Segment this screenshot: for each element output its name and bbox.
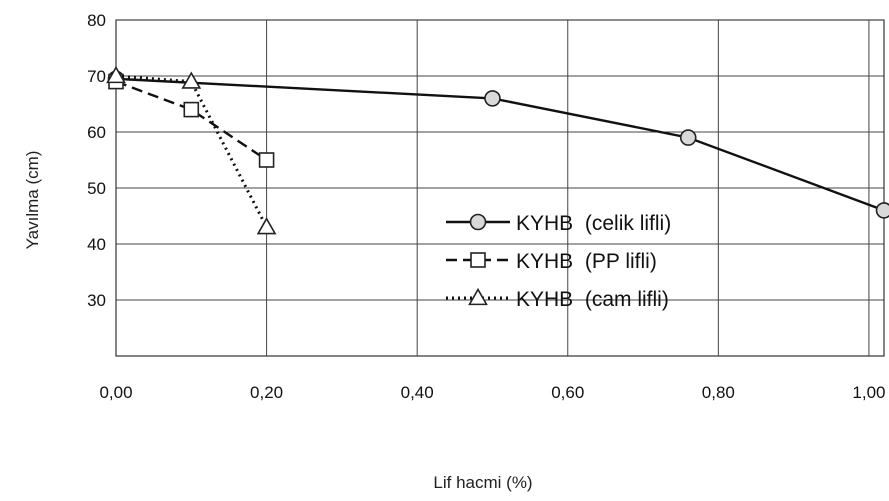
series-line bbox=[115, 74, 268, 228]
x-axis-title: Lif hacmi (%) bbox=[433, 473, 532, 492]
data-point-square bbox=[183, 101, 200, 118]
legend-marker-circle bbox=[469, 213, 487, 231]
y-tick-label: 70 bbox=[87, 67, 106, 86]
y-tick-label: 40 bbox=[87, 235, 106, 254]
data-point-triangle bbox=[106, 65, 126, 84]
y-tick-label: 30 bbox=[87, 291, 106, 310]
x-tick-labels: 0,00 0,20 0,40 0,60 0,80 1,00 bbox=[99, 383, 885, 402]
y-tick-label: 50 bbox=[87, 179, 106, 198]
y-axis-title: Yavılma (cm) bbox=[23, 151, 42, 250]
grid-lines bbox=[116, 19, 884, 356]
x-tick-label: 0,60 bbox=[551, 383, 584, 402]
legend-label: KYHB (PP lifli) bbox=[516, 250, 657, 273]
x-tick-label: 0,20 bbox=[250, 383, 283, 402]
data-point-circle bbox=[484, 90, 501, 107]
legend-label: KYHB (celik lifli) bbox=[516, 212, 671, 235]
y-tick-labels: 30 40 50 60 70 80 bbox=[87, 11, 106, 310]
data-point-triangle bbox=[256, 217, 277, 235]
series-triangle bbox=[106, 65, 277, 235]
legend-label: KYHB (cam lifli) bbox=[516, 288, 669, 311]
data-point-square bbox=[258, 152, 275, 168]
series-line bbox=[115, 77, 885, 212]
legend: KYHB (celik lifli) KYHB (PP lifli) KYHB (c… bbox=[446, 212, 671, 311]
y-tick-label: 60 bbox=[87, 123, 106, 142]
series-line bbox=[115, 80, 268, 161]
data-point-triangle bbox=[181, 71, 202, 89]
legend-marker-triangle bbox=[468, 287, 488, 306]
legend-marker-square bbox=[470, 252, 486, 268]
series-layer bbox=[106, 65, 889, 235]
data-point-circle bbox=[679, 129, 697, 146]
x-tick-label: 0,00 bbox=[99, 383, 132, 402]
x-tick-label: 1,00 bbox=[852, 383, 885, 402]
x-tick-label: 0,80 bbox=[702, 383, 735, 402]
y-tick-label: 80 bbox=[87, 11, 106, 30]
data-point-circle bbox=[875, 202, 889, 219]
x-tick-label: 0,40 bbox=[401, 383, 434, 402]
